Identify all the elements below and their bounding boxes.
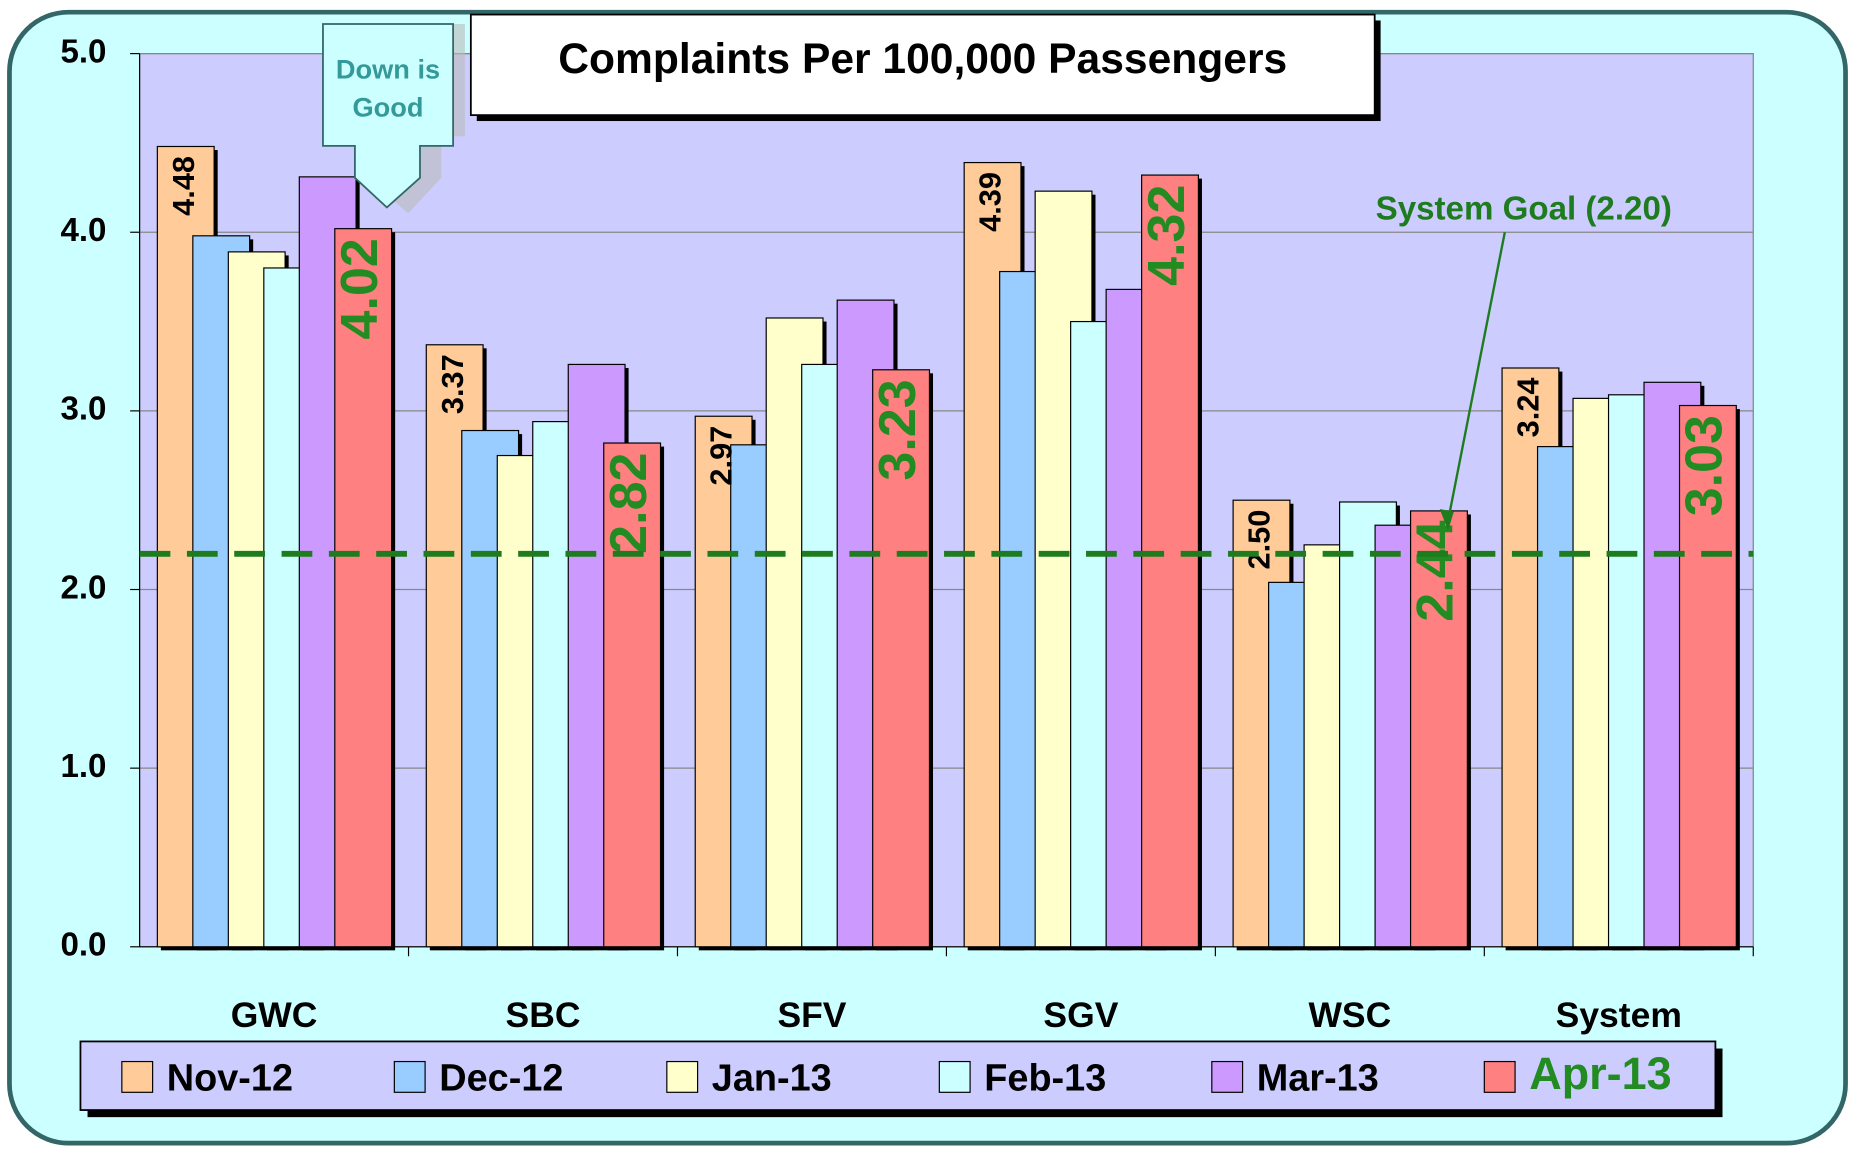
goal-label: System Goal (2.20) — [1376, 191, 1672, 228]
legend-label: Jan-13 — [712, 1057, 832, 1099]
legend-label: Dec-12 — [439, 1057, 563, 1099]
data-label: 4.39 — [973, 172, 1008, 232]
data-label: 2.82 — [600, 452, 658, 553]
legend-label: Nov-12 — [167, 1057, 293, 1099]
data-label: 4.48 — [166, 156, 201, 216]
y-tick-label: 2.0 — [60, 569, 106, 606]
bar — [603, 442, 662, 948]
bar — [1678, 404, 1737, 948]
x-tick-label: System — [1556, 995, 1682, 1035]
legend — [79, 1040, 1717, 1111]
y-tick-label: 5.0 — [60, 33, 106, 70]
data-label: 3.24 — [1511, 377, 1546, 437]
legend-swatch — [393, 1060, 426, 1093]
callout-arrow — [322, 23, 454, 209]
data-label: 2.44 — [1407, 520, 1465, 621]
goal-pointer — [1446, 232, 1506, 522]
x-tick-label: GWC — [231, 995, 318, 1035]
callout-text: Good — [353, 91, 424, 122]
bar — [334, 228, 393, 948]
legend-swatch — [1211, 1060, 1244, 1093]
legend-label: Mar-13 — [1257, 1057, 1379, 1099]
bar — [872, 369, 931, 948]
data-label: 3.03 — [1676, 415, 1734, 516]
legend-label: Apr-13 — [1529, 1048, 1671, 1099]
y-tick-label: 1.0 — [60, 748, 106, 785]
chart-title: Complaints Per 100,000 Passengers — [558, 35, 1287, 83]
legend-label: Feb-13 — [984, 1057, 1106, 1099]
x-tick-label: SFV — [777, 995, 846, 1035]
bar — [1409, 510, 1468, 948]
legend-swatch — [1483, 1060, 1516, 1093]
x-tick-label: WSC — [1308, 995, 1391, 1035]
data-label: 4.02 — [331, 238, 389, 339]
data-label: 3.37 — [435, 354, 470, 414]
goal-pointer-head — [1439, 509, 1454, 531]
y-tick-label: 0.0 — [60, 927, 106, 964]
x-tick-label: SBC — [506, 995, 581, 1035]
bar — [1141, 174, 1200, 948]
callout-text: Down is — [336, 54, 440, 85]
title-box — [469, 13, 1376, 117]
legend-swatch — [938, 1060, 971, 1093]
data-label: 2.97 — [704, 426, 739, 486]
data-label: 2.50 — [1242, 510, 1277, 570]
data-label: 4.32 — [1138, 185, 1196, 286]
y-tick-label: 4.0 — [60, 212, 106, 249]
data-label: 3.23 — [869, 379, 927, 480]
x-tick-label: SGV — [1043, 995, 1118, 1035]
legend-swatch — [666, 1060, 699, 1093]
legend-swatch — [121, 1060, 154, 1093]
y-tick-label: 3.0 — [60, 391, 106, 428]
